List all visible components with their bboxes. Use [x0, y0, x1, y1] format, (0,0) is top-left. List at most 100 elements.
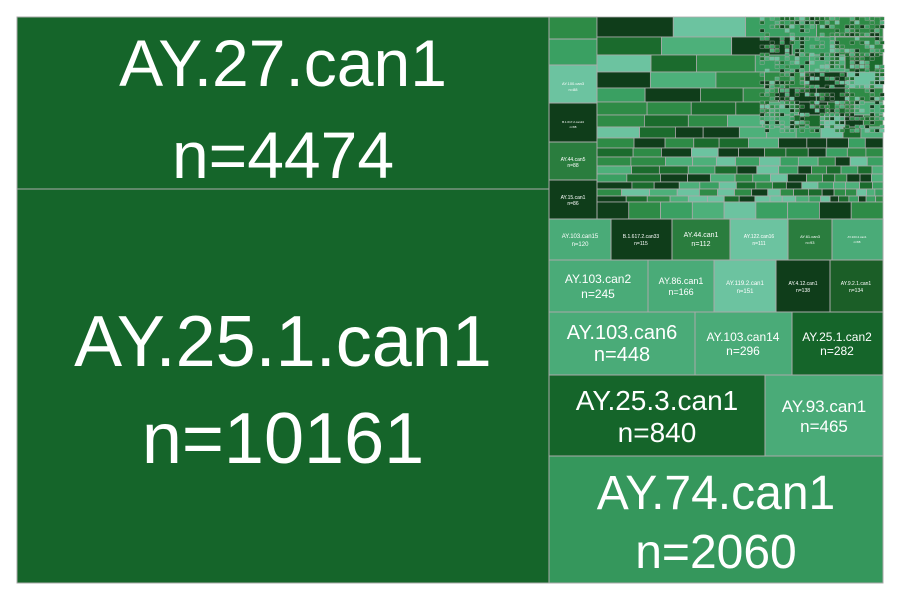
small-cell	[809, 24, 815, 29]
small-cell	[872, 181, 884, 190]
cell-rect	[16, 16, 550, 190]
small-cell	[819, 64, 825, 69]
small-cell	[874, 48, 880, 53]
small-cell	[717, 147, 739, 158]
small-cell	[879, 116, 885, 121]
small-cell	[819, 116, 825, 121]
small-cell	[824, 116, 830, 121]
small-cell	[794, 92, 800, 97]
small-cell	[779, 120, 785, 125]
small-cell	[814, 92, 820, 97]
small-cell	[860, 126, 884, 139]
cell-count: n=115	[634, 241, 648, 247]
small-cell	[849, 56, 855, 61]
small-cell	[779, 40, 785, 45]
small-cell	[759, 56, 765, 61]
small-cell	[824, 16, 830, 21]
small-cell	[769, 48, 775, 53]
small-cell	[824, 108, 830, 113]
small-cell	[869, 52, 875, 57]
cell-name: AY.119.2.can1	[726, 281, 764, 287]
cell-rect	[831, 218, 884, 261]
cell-ay-122-can16: AY.122.can16 n=111	[729, 218, 789, 261]
small-cell	[789, 124, 795, 129]
small-cell	[829, 112, 835, 117]
small-cell	[854, 128, 860, 133]
small-cell	[874, 96, 880, 101]
small-cell	[819, 96, 825, 101]
small-cell	[859, 173, 872, 183]
cell-ay-9-2-1-can1: AY.9.2.1.can1 n=134	[829, 259, 884, 313]
small-cell	[814, 108, 820, 113]
small-cell	[834, 20, 840, 25]
small-cell	[864, 116, 870, 121]
small-cell	[799, 76, 805, 81]
small-cell	[875, 195, 884, 203]
small-cell	[687, 165, 716, 175]
small-cell	[799, 116, 805, 121]
small-cell	[869, 16, 875, 21]
small-cell	[858, 195, 867, 203]
small-cell	[829, 76, 835, 81]
small-cell	[759, 104, 765, 109]
small-cell	[596, 181, 633, 190]
small-cell	[814, 84, 820, 89]
small-cell	[809, 60, 815, 65]
cell-name: AY.44.can5	[561, 157, 586, 163]
small-cell	[809, 76, 815, 81]
cell-name: AY.44.can1	[684, 232, 719, 239]
small-cell	[819, 124, 825, 129]
small-cell	[774, 48, 780, 53]
small-cell	[756, 165, 780, 175]
small-cell	[789, 32, 795, 37]
small-cell	[854, 108, 860, 113]
small-cell	[844, 100, 850, 105]
small-cell	[774, 24, 780, 29]
small-cell	[789, 72, 795, 77]
small-cell	[829, 56, 835, 61]
small-cell	[784, 88, 790, 93]
small-cell	[819, 16, 825, 21]
small-cell	[849, 52, 855, 57]
small-cell	[794, 104, 800, 109]
small-cell	[848, 137, 866, 149]
small-cell	[784, 104, 790, 109]
cell-count: n=245	[581, 287, 615, 301]
small-cell	[839, 104, 845, 109]
cell-ay-103-can15: AY.103.can15 n=120	[548, 218, 612, 261]
small-cell	[869, 88, 875, 93]
small-cell	[596, 137, 635, 149]
small-cell	[804, 112, 810, 117]
small-cell	[774, 112, 780, 117]
small-cell	[809, 100, 815, 105]
small-cell	[794, 52, 800, 57]
small-cell	[769, 44, 775, 49]
small-cell	[879, 24, 885, 29]
small-cell	[845, 188, 858, 197]
small-cell	[834, 56, 840, 61]
small-cell	[839, 120, 845, 125]
small-cell	[799, 68, 805, 73]
small-cell	[646, 101, 692, 116]
small-cell	[718, 137, 749, 149]
small-cell	[854, 64, 860, 69]
small-cell	[833, 188, 846, 197]
small-cell	[764, 104, 770, 109]
small-cell	[649, 71, 717, 89]
small-cell	[632, 147, 662, 158]
cell-ay-25-3-can1: AY.25.3.can1 n=840	[548, 374, 766, 457]
small-cell	[596, 126, 640, 139]
small-cell	[736, 165, 758, 175]
cell-ay-103-can6: AY.103.can6 n=448	[548, 311, 696, 376]
small-cell	[696, 54, 756, 73]
small-cell	[864, 16, 870, 21]
small-cell	[794, 120, 800, 125]
small-cell	[789, 76, 795, 81]
small-cell	[808, 188, 823, 197]
cell-ay-86-can1: AY.86.can1 n=166	[647, 259, 715, 313]
small-cell	[869, 56, 875, 61]
small-cell	[854, 96, 860, 101]
small-cell	[769, 24, 775, 29]
small-cell	[819, 24, 825, 29]
small-cell	[874, 116, 880, 121]
